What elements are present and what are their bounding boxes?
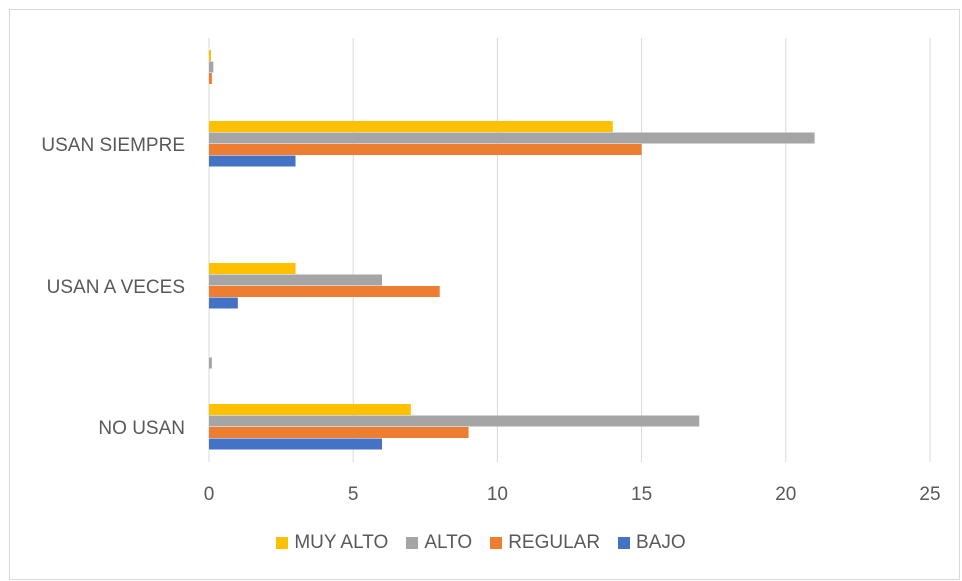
bar — [209, 415, 700, 427]
x-tick-label: 25 — [919, 484, 940, 505]
bar — [209, 144, 642, 155]
category-label: USAN A VECES — [47, 277, 185, 298]
x-tick-label: 10 — [487, 484, 508, 505]
bar — [209, 404, 411, 415]
legend-label: ALTO — [424, 532, 473, 553]
bar — [209, 286, 440, 297]
bar — [209, 132, 815, 144]
bar — [209, 155, 296, 167]
x-tick-label: 5 — [348, 484, 359, 505]
legend-swatch — [490, 537, 503, 549]
bar — [209, 61, 214, 73]
legend-label: REGULAR — [508, 532, 601, 553]
bar — [209, 73, 212, 84]
bar — [209, 427, 469, 438]
legend-item: REGULAR — [490, 532, 600, 554]
category-label: NO USAN — [98, 418, 185, 439]
legend-label: MUY ALTO — [294, 532, 389, 553]
chart-legend: MUY ALTO ALTO REGULAR BAJO — [0, 532, 962, 554]
chart-frame — [9, 9, 960, 580]
bar — [209, 297, 238, 309]
legend-swatch — [618, 537, 631, 549]
x-tick-label: 20 — [775, 484, 796, 505]
legend-swatch — [276, 537, 289, 549]
bar — [209, 263, 296, 274]
category-label: USAN SIEMPRE — [41, 135, 185, 156]
legend-item: BAJO — [618, 532, 686, 554]
legend-swatch — [406, 537, 419, 549]
x-tick-label: 0 — [204, 484, 215, 505]
legend-item: ALTO — [406, 532, 472, 554]
bar — [209, 357, 212, 369]
bar — [209, 438, 383, 450]
bar — [209, 274, 383, 286]
legend-item: MUY ALTO — [276, 532, 388, 554]
bar — [209, 50, 211, 61]
x-tick-label: 15 — [631, 484, 652, 505]
legend-label: BAJO — [636, 532, 686, 553]
bar — [209, 121, 613, 132]
